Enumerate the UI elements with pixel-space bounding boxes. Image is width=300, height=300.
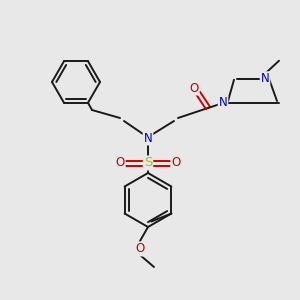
Text: O: O <box>171 157 181 169</box>
Text: S: S <box>144 157 152 169</box>
Text: O: O <box>189 82 199 94</box>
Text: N: N <box>219 97 227 110</box>
Text: N: N <box>144 131 152 145</box>
Text: O: O <box>116 157 124 169</box>
Text: N: N <box>261 72 269 85</box>
Text: O: O <box>135 242 145 256</box>
